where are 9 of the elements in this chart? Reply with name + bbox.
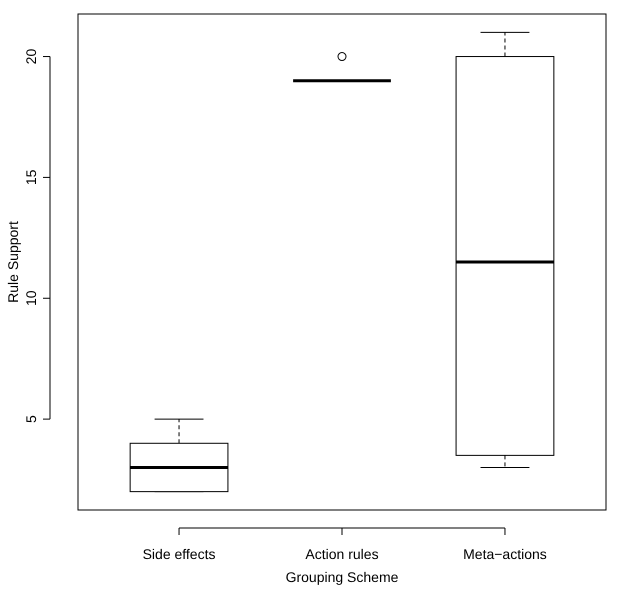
y-tick-label: 20 (23, 48, 39, 64)
x-axis-title: Grouping Scheme (286, 569, 399, 585)
y-axis-title: Rule Support (5, 221, 21, 303)
y-tick-label: 15 (23, 169, 39, 186)
x-tick-label: Meta−actions (463, 546, 547, 562)
x-tick-label: Action rules (305, 546, 379, 562)
y-tick-label: 5 (23, 415, 39, 424)
x-tick-label: Side effects (142, 546, 216, 562)
y-tick-label: 10 (23, 290, 39, 306)
